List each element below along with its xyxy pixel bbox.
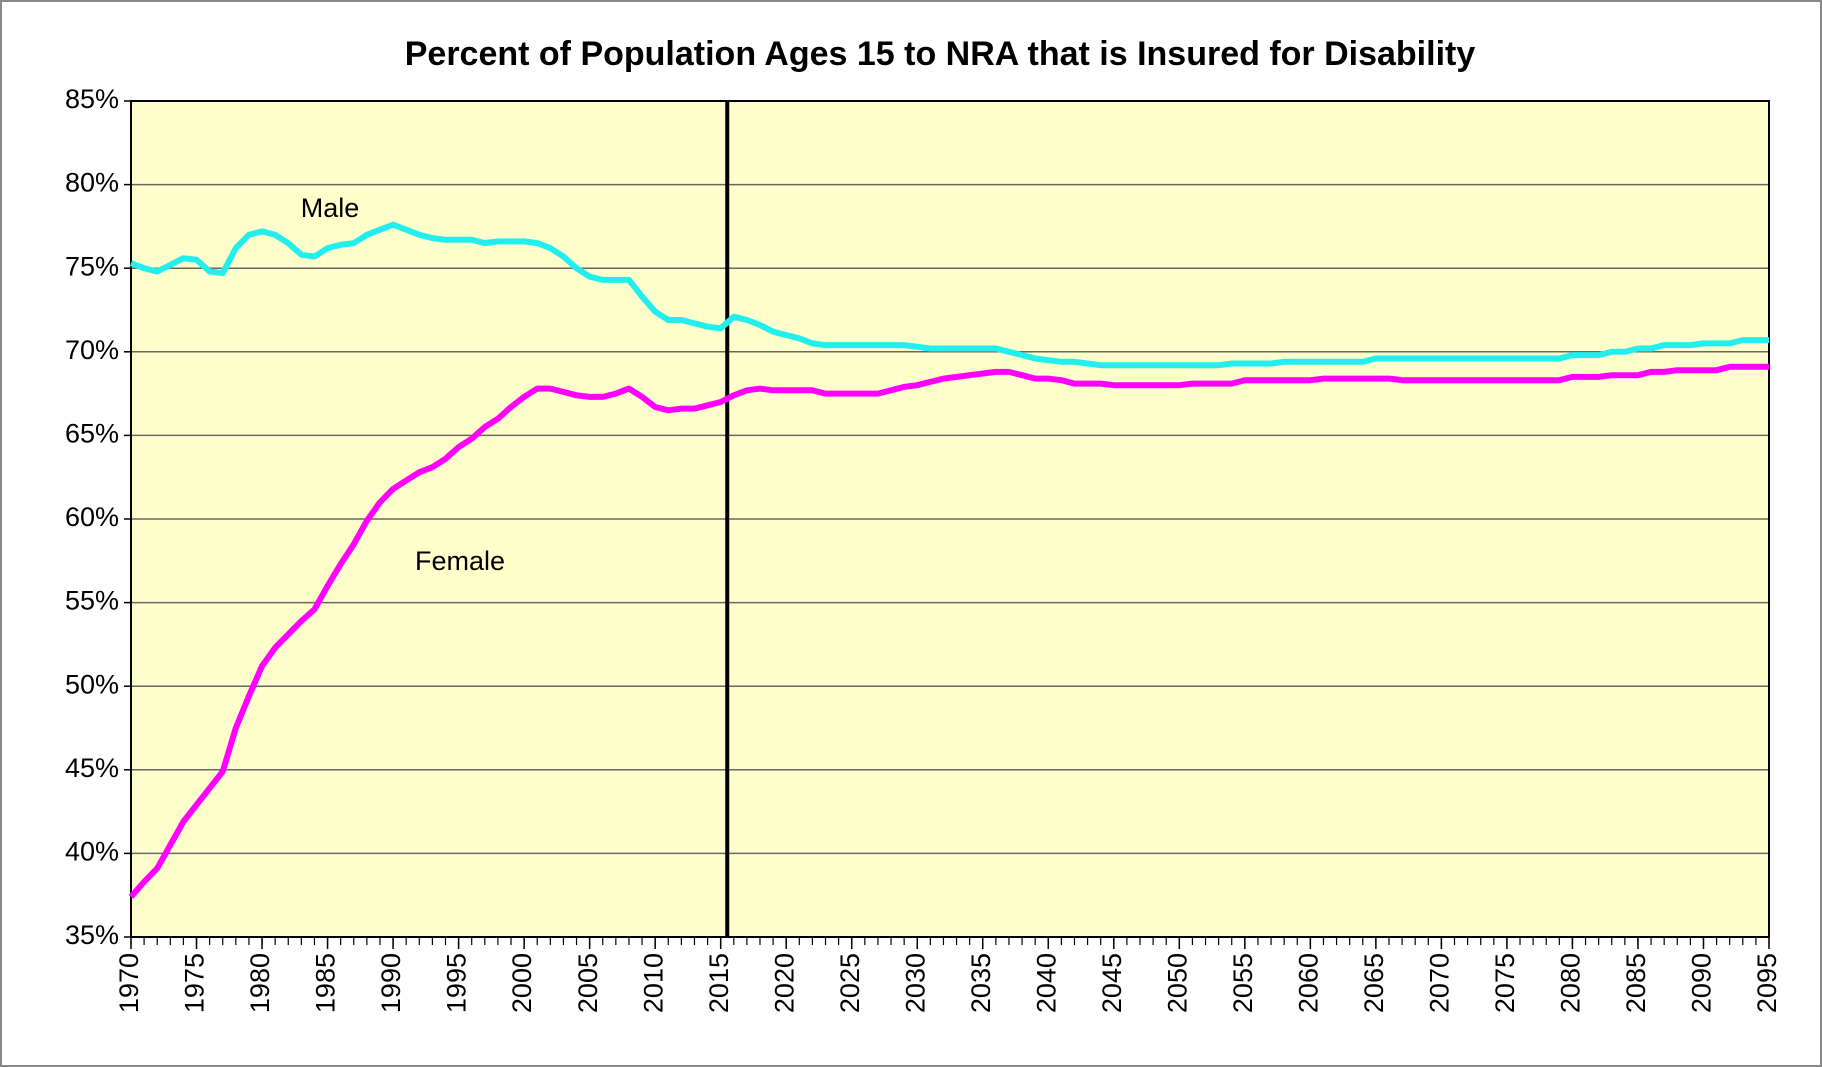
y-tick-label: 50% xyxy=(65,669,119,699)
y-tick-label: 75% xyxy=(65,251,119,281)
x-tick-label: 2050 xyxy=(1162,953,1192,1013)
x-tick-label: 2020 xyxy=(769,953,799,1013)
series-line xyxy=(128,363,1769,899)
x-tick-label: 2055 xyxy=(1228,953,1258,1013)
x-tick-label: 2090 xyxy=(1687,953,1717,1013)
x-tick-label: 2070 xyxy=(1425,953,1455,1013)
plot-border xyxy=(130,100,1770,938)
x-tick-label: 1970 xyxy=(114,953,144,1013)
y-tick-label: 80% xyxy=(65,168,119,198)
x-tick-label: 2045 xyxy=(1097,953,1127,1013)
x-tick-label: 2005 xyxy=(573,953,603,1013)
y-tick-label: 85% xyxy=(65,84,119,114)
series-line xyxy=(129,221,1769,369)
series-label: Female xyxy=(415,546,505,576)
y-tick-label: 65% xyxy=(65,419,119,449)
x-tick-label: 2095 xyxy=(1752,953,1782,1013)
y-tick-label: 35% xyxy=(65,920,119,950)
y-tick-label: 55% xyxy=(65,586,119,616)
x-tick-label: 2065 xyxy=(1359,953,1389,1013)
chart-title: Percent of Population Ages 15 to NRA tha… xyxy=(405,35,1476,73)
x-tick-label: 2015 xyxy=(704,953,734,1013)
x-tick-label: 2085 xyxy=(1621,953,1651,1013)
x-tick-label: 1985 xyxy=(311,953,341,1013)
y-tick-label: 60% xyxy=(65,502,119,532)
x-tick-label: 2080 xyxy=(1556,953,1586,1013)
y-tick-label: 70% xyxy=(65,335,119,365)
y-tick-label: 40% xyxy=(65,837,119,867)
x-tick-label: 1980 xyxy=(245,953,275,1013)
x-tick-label: 2025 xyxy=(835,953,865,1013)
x-tick-label: 2075 xyxy=(1490,953,1520,1013)
x-tick-label: 2040 xyxy=(1031,953,1061,1013)
x-tick-label: 1990 xyxy=(376,953,406,1013)
x-tick-label: 2030 xyxy=(900,953,930,1013)
x-tick-label: 1975 xyxy=(180,953,210,1013)
x-tick-label: 2060 xyxy=(1293,953,1323,1013)
x-tick-label: 1995 xyxy=(442,953,472,1013)
x-tick-label: 2010 xyxy=(638,953,668,1013)
x-tick-label: 2035 xyxy=(966,953,996,1013)
x-tick-label: 2000 xyxy=(507,953,537,1013)
y-tick-label: 45% xyxy=(65,753,119,783)
series-label: Male xyxy=(301,193,360,223)
